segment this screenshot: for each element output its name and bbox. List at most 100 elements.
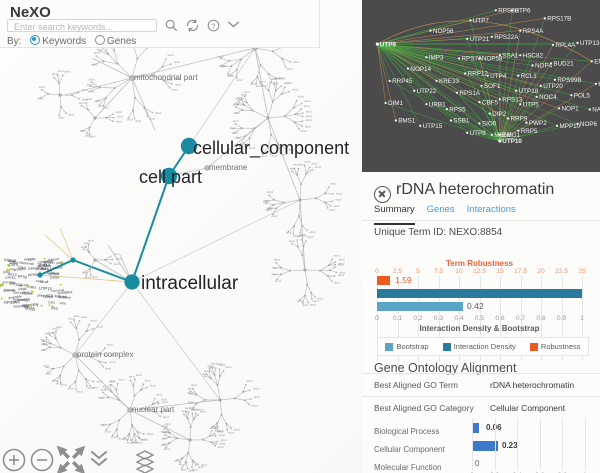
svg-text:abcd: abcd	[87, 83, 94, 87]
svg-text:abcd: abcd	[91, 63, 98, 67]
svg-text:abcd: abcd	[109, 360, 116, 364]
svg-text:abcd: abcd	[310, 230, 317, 234]
svg-text:abcd: abcd	[304, 160, 311, 164]
svg-text:abcd: abcd	[213, 425, 220, 429]
svg-text:CBF5: CBF5	[482, 99, 499, 106]
svg-text:UTP22: UTP22	[417, 88, 437, 95]
svg-text:MPP10: MPP10	[560, 123, 581, 130]
svg-text:abcd: abcd	[103, 106, 110, 110]
svg-text:DIM1: DIM1	[28, 285, 37, 290]
svg-text:abcd: abcd	[188, 386, 195, 390]
svg-text:RPS4A: RPS4A	[523, 28, 544, 35]
svg-text:abcd: abcd	[105, 430, 112, 434]
svg-text:abcd: abcd	[109, 380, 116, 384]
svg-text:abcd: abcd	[81, 315, 88, 319]
svg-text:abcd: abcd	[234, 101, 241, 105]
svg-text:RPS22A: RPS22A	[494, 34, 519, 41]
svg-text:UTP5: UTP5	[523, 101, 540, 108]
svg-text:abcd: abcd	[271, 214, 278, 218]
svg-text:abcd: abcd	[111, 435, 118, 439]
svg-text:abcd: abcd	[277, 76, 284, 80]
svg-text:abcd: abcd	[107, 343, 114, 347]
svg-text:abcd: abcd	[119, 378, 126, 382]
svg-text:abcd: abcd	[275, 279, 282, 283]
svg-text:abcd: abcd	[191, 383, 198, 387]
svg-text:abcd: abcd	[334, 281, 341, 285]
svg-text:abcd: abcd	[289, 167, 296, 171]
svg-text:RCL1: RCL1	[521, 73, 538, 80]
svg-text:abcd: abcd	[77, 390, 84, 394]
svg-text:abcd: abcd	[336, 191, 343, 195]
svg-text:RRP9: RRP9	[511, 116, 528, 123]
svg-text:DIP2: DIP2	[492, 111, 506, 118]
svg-text:abcd: abcd	[82, 88, 89, 92]
svg-text:NOP58: NOP58	[482, 56, 503, 63]
svg-text:abcd: abcd	[252, 404, 259, 408]
svg-text:abcd: abcd	[147, 432, 154, 436]
svg-text:abcd: abcd	[335, 198, 342, 202]
svg-text:abcd: abcd	[227, 73, 234, 77]
svg-text:abcd: abcd	[73, 314, 80, 318]
svg-text:abcd: abcd	[129, 374, 136, 378]
svg-text:abcd: abcd	[174, 60, 181, 64]
svg-text:NOP14: NOP14	[410, 66, 431, 73]
svg-text:UTP10: UTP10	[502, 138, 522, 145]
svg-text:abcd: abcd	[301, 234, 308, 238]
svg-text:IMP3: IMP3	[429, 54, 444, 61]
svg-text:abcd: abcd	[165, 422, 172, 426]
svg-text:abcd: abcd	[116, 256, 123, 260]
svg-text:abcd: abcd	[85, 275, 92, 279]
svg-text:RPS13: RPS13	[502, 97, 522, 104]
svg-text:UTP9: UTP9	[380, 41, 397, 48]
svg-text:abcd: abcd	[271, 272, 278, 276]
svg-text:abcd: abcd	[64, 69, 71, 73]
svg-text:abcd: abcd	[127, 117, 134, 121]
svg-text:abcd: abcd	[297, 299, 304, 303]
svg-text:complex: complex	[57, 289, 72, 295]
svg-text:UTP13: UTP13	[580, 40, 600, 47]
svg-text:abcd: abcd	[168, 53, 175, 57]
svg-text:abcd: abcd	[286, 231, 293, 235]
svg-text:abcd: abcd	[198, 465, 205, 469]
svg-text:abcd: abcd	[265, 208, 272, 212]
svg-text:abcd: abcd	[234, 428, 241, 432]
svg-text:UTP18: UTP18	[519, 88, 539, 95]
svg-text:abcd: abcd	[301, 129, 308, 133]
svg-text:abcd: abcd	[88, 239, 95, 243]
svg-text:SIO6: SIO6	[482, 121, 497, 128]
svg-text:abcd: abcd	[204, 369, 211, 373]
svg-text:CBF5: CBF5	[9, 263, 19, 268]
svg-text:NOP4: NOP4	[535, 63, 553, 70]
svg-text:abcd: abcd	[289, 239, 296, 243]
svg-text:abcd: abcd	[179, 462, 186, 466]
svg-text:abcd: abcd	[81, 245, 88, 249]
svg-text:abcd: abcd	[88, 89, 95, 93]
svg-text:abcd: abcd	[94, 51, 101, 55]
svg-text:core: core	[60, 301, 67, 305]
svg-text:abcd: abcd	[116, 110, 123, 114]
svg-text:abcd: abcd	[145, 378, 152, 382]
svg-text:abcd: abcd	[189, 469, 196, 473]
svg-text:abcd: abcd	[244, 90, 251, 94]
svg-text:abcd: abcd	[87, 386, 94, 390]
svg-text:abcd: abcd	[219, 433, 226, 437]
svg-text:abcd: abcd	[175, 82, 182, 86]
svg-text:abcd: abcd	[155, 111, 162, 115]
svg-text:KRE33: KRE33	[439, 78, 459, 85]
svg-text:abcd: abcd	[91, 319, 98, 323]
svg-text:RPS1A: RPS1A	[459, 90, 480, 97]
svg-text:abcd: abcd	[253, 387, 260, 391]
svg-text:abcd: abcd	[68, 113, 75, 117]
svg-text:abcd: abcd	[264, 199, 271, 203]
svg-text:RPS17B: RPS17B	[547, 16, 571, 23]
svg-text:abcd: abcd	[38, 96, 45, 100]
svg-text:abcd: abcd	[67, 386, 74, 390]
svg-text:abcd: abcd	[254, 395, 261, 399]
svg-text:abcd: abcd	[228, 430, 235, 434]
svg-text:CBF5: CBF5	[36, 279, 44, 284]
svg-text:abcd: abcd	[329, 208, 336, 212]
svg-text:abcd: abcd	[97, 379, 104, 383]
svg-text:abcd: abcd	[150, 383, 157, 387]
svg-text:abcd: abcd	[57, 69, 64, 73]
svg-text:UTP4: UTP4	[490, 73, 507, 80]
